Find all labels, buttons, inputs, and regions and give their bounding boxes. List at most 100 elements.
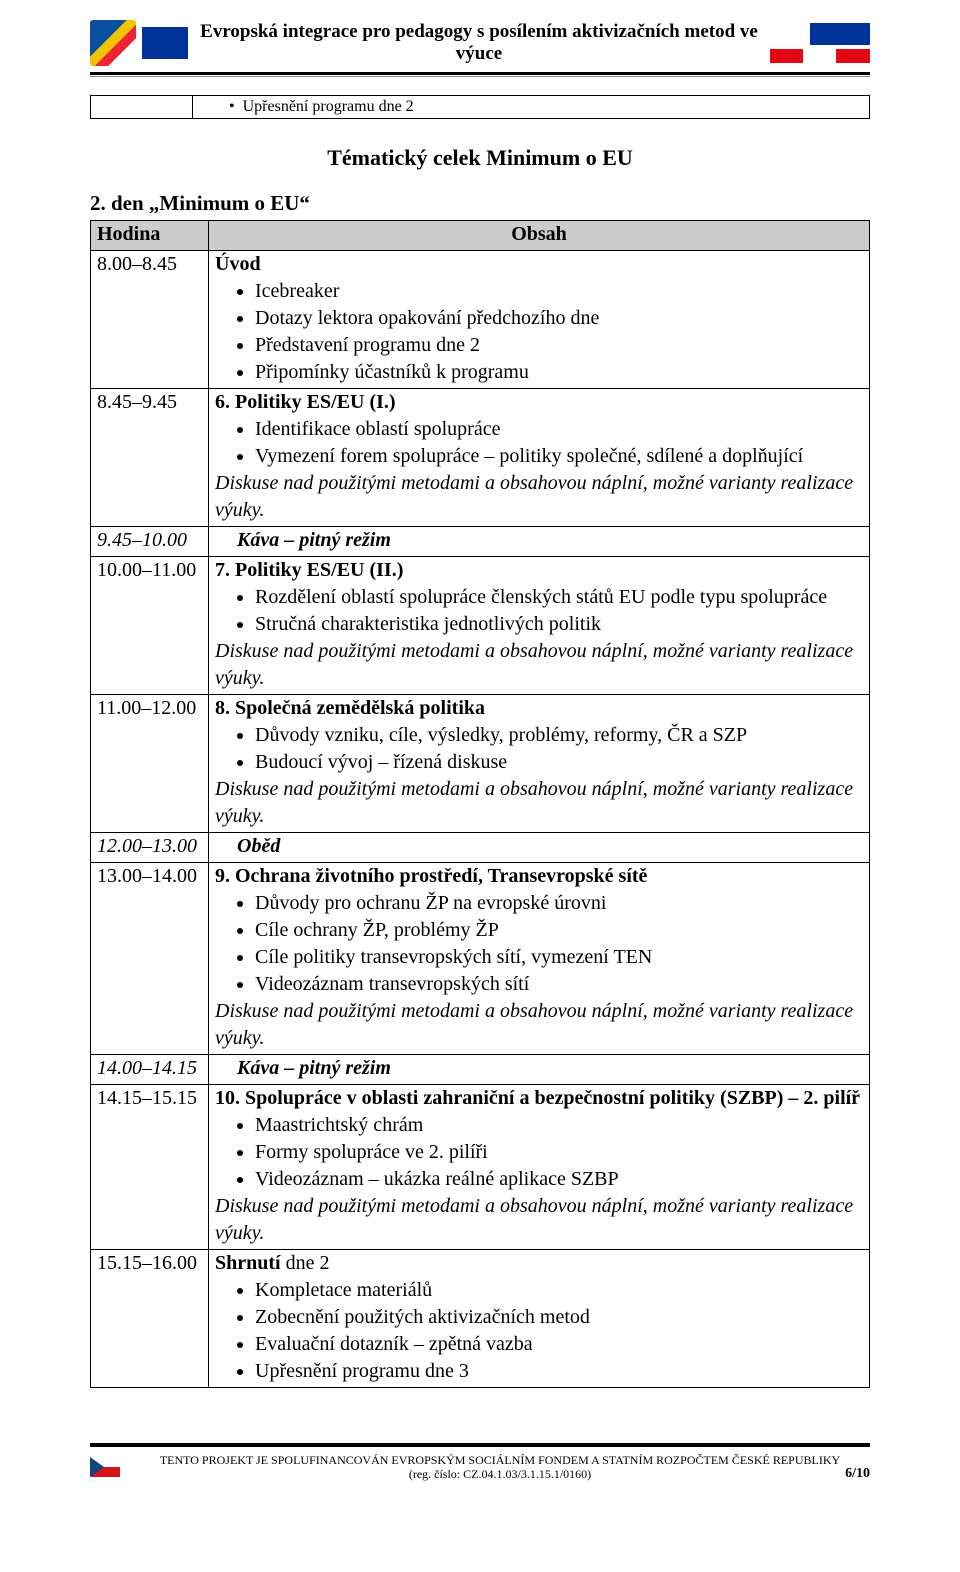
top-box-bullet: Upřesnění programu dne 2 <box>229 98 414 115</box>
time-cell: 15.15–16.00 <box>91 1250 209 1388</box>
list-item: Vymezení forem spolupráce – politiky spo… <box>255 443 863 470</box>
time-cell: 11.00–12.00 <box>91 695 209 833</box>
list-item: Připomínky účastníků k programu <box>255 359 863 386</box>
time-value: 12.00–13.00 <box>97 835 197 857</box>
block-title: 6. Politiky ES/EU (I.) <box>215 389 863 416</box>
bullet-list: Kompletace materiálůZobecnění použitých … <box>215 1277 863 1385</box>
diskuse-note: Diskuse nad použitými metodami a obsahov… <box>215 470 863 524</box>
footer-text: TENTO PROJEKT JE SPOLUFINANCOVÁN EVROPSK… <box>130 1453 870 1482</box>
page-footer: TENTO PROJEKT JE SPOLUFINANCOVÁN EVROPSK… <box>90 1447 870 1482</box>
time-cell: 14.00–14.15 <box>91 1055 209 1085</box>
list-item: Maastrichtský chrám <box>255 1112 863 1139</box>
block-title: 9. Ochrana životního prostředí, Transevr… <box>215 863 863 890</box>
time-cell: 10.00–11.00 <box>91 557 209 695</box>
eu-flag-icon <box>142 27 188 59</box>
content-cell: ÚvodIcebreakerDotazy lektora opakování p… <box>209 251 870 389</box>
list-item: Videozáznam – ukázka reálné aplikace SZB… <box>255 1166 863 1193</box>
table-row: 8.45–9.456. Politiky ES/EU (I.)Identifik… <box>91 389 870 527</box>
list-item: Důvody pro ochranu ŽP na evropské úrovni <box>255 890 863 917</box>
schedule-header-row: Hodina Obsah <box>91 221 870 251</box>
block-title: 7. Politiky ES/EU (II.) <box>215 557 863 584</box>
list-item: Videozáznam transevropských sítí <box>255 971 863 998</box>
list-item: Cíle politiky transevropských sítí, vyme… <box>255 944 863 971</box>
list-item: Představení programu dne 2 <box>255 332 863 359</box>
content-cell: Káva – pitný režim <box>209 527 870 557</box>
block-title: Úvod <box>215 251 863 278</box>
footer-line2: (reg. číslo: CZ.04.1.03/3.1.15.1/0160) <box>409 1467 591 1481</box>
header-title: Evropská integrace pro pedagogy s posíle… <box>194 21 764 65</box>
content-cell: 8. Společná zemědělská politikaDůvody vz… <box>209 695 870 833</box>
bullet-list: IcebreakerDotazy lektora opakování předc… <box>215 278 863 386</box>
content-cell: Káva – pitný režim <box>209 1055 870 1085</box>
czech-flag-icon <box>90 1457 120 1477</box>
list-item: Evaluační dotazník – zpětná vazba <box>255 1331 863 1358</box>
table-row: 15.15–16.00 Shrnutí dne 2Kompletace mater… <box>91 1250 870 1388</box>
diskuse-note: Diskuse nad použitými metodami a obsahov… <box>215 776 863 830</box>
top-note-box: Upřesnění programu dne 2 <box>90 95 870 119</box>
table-row: 9.45–10.00 Káva – pitný režim <box>91 527 870 557</box>
list-item: Identifikace oblastí spolupráce <box>255 416 863 443</box>
time-cell: 8.45–9.45 <box>91 389 209 527</box>
time-cell: 13.00–14.00 <box>91 863 209 1055</box>
content-cell: Shrnutí dne 2Kompletace materiálůZobecně… <box>209 1250 870 1388</box>
bullet-list: Důvody vzniku, cíle, výsledky, problémy,… <box>215 722 863 776</box>
time-value: 8.00–8.45 <box>97 253 177 275</box>
break-label: Oběd <box>215 833 863 860</box>
schedule-table: Hodina Obsah 8.00–8.45 ÚvodIcebreakerDota… <box>90 220 870 1388</box>
table-row: 12.00–13.00 Oběd <box>91 833 870 863</box>
time-value: 10.00–11.00 <box>97 559 196 581</box>
list-item: Dotazy lektora opakování předchozího dne <box>255 305 863 332</box>
list-item: Stručná charakteristika jednotlivých pol… <box>255 611 863 638</box>
diskuse-note: Diskuse nad použitými metodami a obsahov… <box>215 1193 863 1247</box>
list-item: Upřesnění programu dne 3 <box>255 1358 863 1385</box>
break-label: Káva – pitný režim <box>215 1055 863 1082</box>
content-cell: Oběd <box>209 833 870 863</box>
list-item: Cíle ochrany ŽP, problémy ŽP <box>255 917 863 944</box>
bullet-list: Maastrichtský chrámFormy spolupráce ve 2… <box>215 1112 863 1193</box>
bullet-list: Důvody pro ochranu ŽP na evropské úrovni… <box>215 890 863 998</box>
time-value: 13.00–14.00 <box>97 865 197 887</box>
content-cell: 6. Politiky ES/EU (I.)Identifikace oblas… <box>209 389 870 527</box>
time-value: 15.15–16.00 <box>97 1252 197 1274</box>
table-row: 10.00–11.00 7. Politiky ES/EU (II.)Rozděl… <box>91 557 870 695</box>
time-cell: 8.00–8.45 <box>91 251 209 389</box>
block-title: Shrnutí dne 2 <box>215 1250 863 1277</box>
time-cell: 14.15–15.15 <box>91 1085 209 1250</box>
bullet-list: Rozdělení oblastí spolupráce členských s… <box>215 584 863 638</box>
top-box-left-cell <box>91 96 193 119</box>
block-title: 10. Spolupráce v oblasti zahraniční a be… <box>215 1085 863 1112</box>
page-number: 6/10 <box>845 1466 870 1482</box>
time-value: 14.15–15.15 <box>97 1087 197 1109</box>
table-row: 14.15–15.15 10. Spolupráce v oblasti zahr… <box>91 1085 870 1250</box>
content-cell: 10. Spolupráce v oblasti zahraniční a be… <box>209 1085 870 1250</box>
table-row: 14.00–14.15 Káva – pitný režim <box>91 1055 870 1085</box>
page-header: Evropská integrace pro pedagogy s posíle… <box>90 20 870 66</box>
diskuse-note: Diskuse nad použitými metodami a obsahov… <box>215 638 863 692</box>
time-cell: 12.00–13.00 <box>91 833 209 863</box>
list-item: Zobecnění použitých aktivizačních metod <box>255 1304 863 1331</box>
table-row: 13.00–14.00 9. Ochrana životního prostřed… <box>91 863 870 1055</box>
bullet-list: Identifikace oblastí spolupráceVymezení … <box>215 416 863 470</box>
program-logo-icon <box>770 23 870 63</box>
time-value: 14.00–14.15 <box>97 1057 197 1079</box>
list-item: Důvody vzniku, cíle, výsledky, problémy,… <box>255 722 863 749</box>
list-item: Kompletace materiálů <box>255 1277 863 1304</box>
day-title: 2. den „Minimum o EU“ <box>90 191 870 216</box>
content-cell: 9. Ochrana životního prostředí, Transevr… <box>209 863 870 1055</box>
time-cell: 9.45–10.00 <box>91 527 209 557</box>
header-divider <box>90 72 870 77</box>
top-box-right-cell: Upřesnění programu dne 2 <box>193 96 870 119</box>
list-item: Rozdělení oblastí spolupráce členských s… <box>255 584 863 611</box>
section-title: Tématický celek Minimum o EU <box>90 145 870 171</box>
time-value: 9.45–10.00 <box>97 529 187 551</box>
content-cell: 7. Politiky ES/EU (II.)Rozdělení oblastí… <box>209 557 870 695</box>
footer-line1: TENTO PROJEKT JE SPOLUFINANCOVÁN EVROPSK… <box>160 1453 840 1467</box>
time-value: 11.00–12.00 <box>97 697 196 719</box>
esf-logo-icon <box>90 20 136 66</box>
col-header-time: Hodina <box>91 221 209 251</box>
list-item: Budoucí vývoj – řízená diskuse <box>255 749 863 776</box>
list-item: Formy spolupráce ve 2. pilíři <box>255 1139 863 1166</box>
table-row: 11.00–12.00 8. Společná zemědělská politi… <box>91 695 870 833</box>
document-page: Evropská integrace pro pedagogy s posíle… <box>0 0 960 1572</box>
block-title: 8. Společná zemědělská politika <box>215 695 863 722</box>
